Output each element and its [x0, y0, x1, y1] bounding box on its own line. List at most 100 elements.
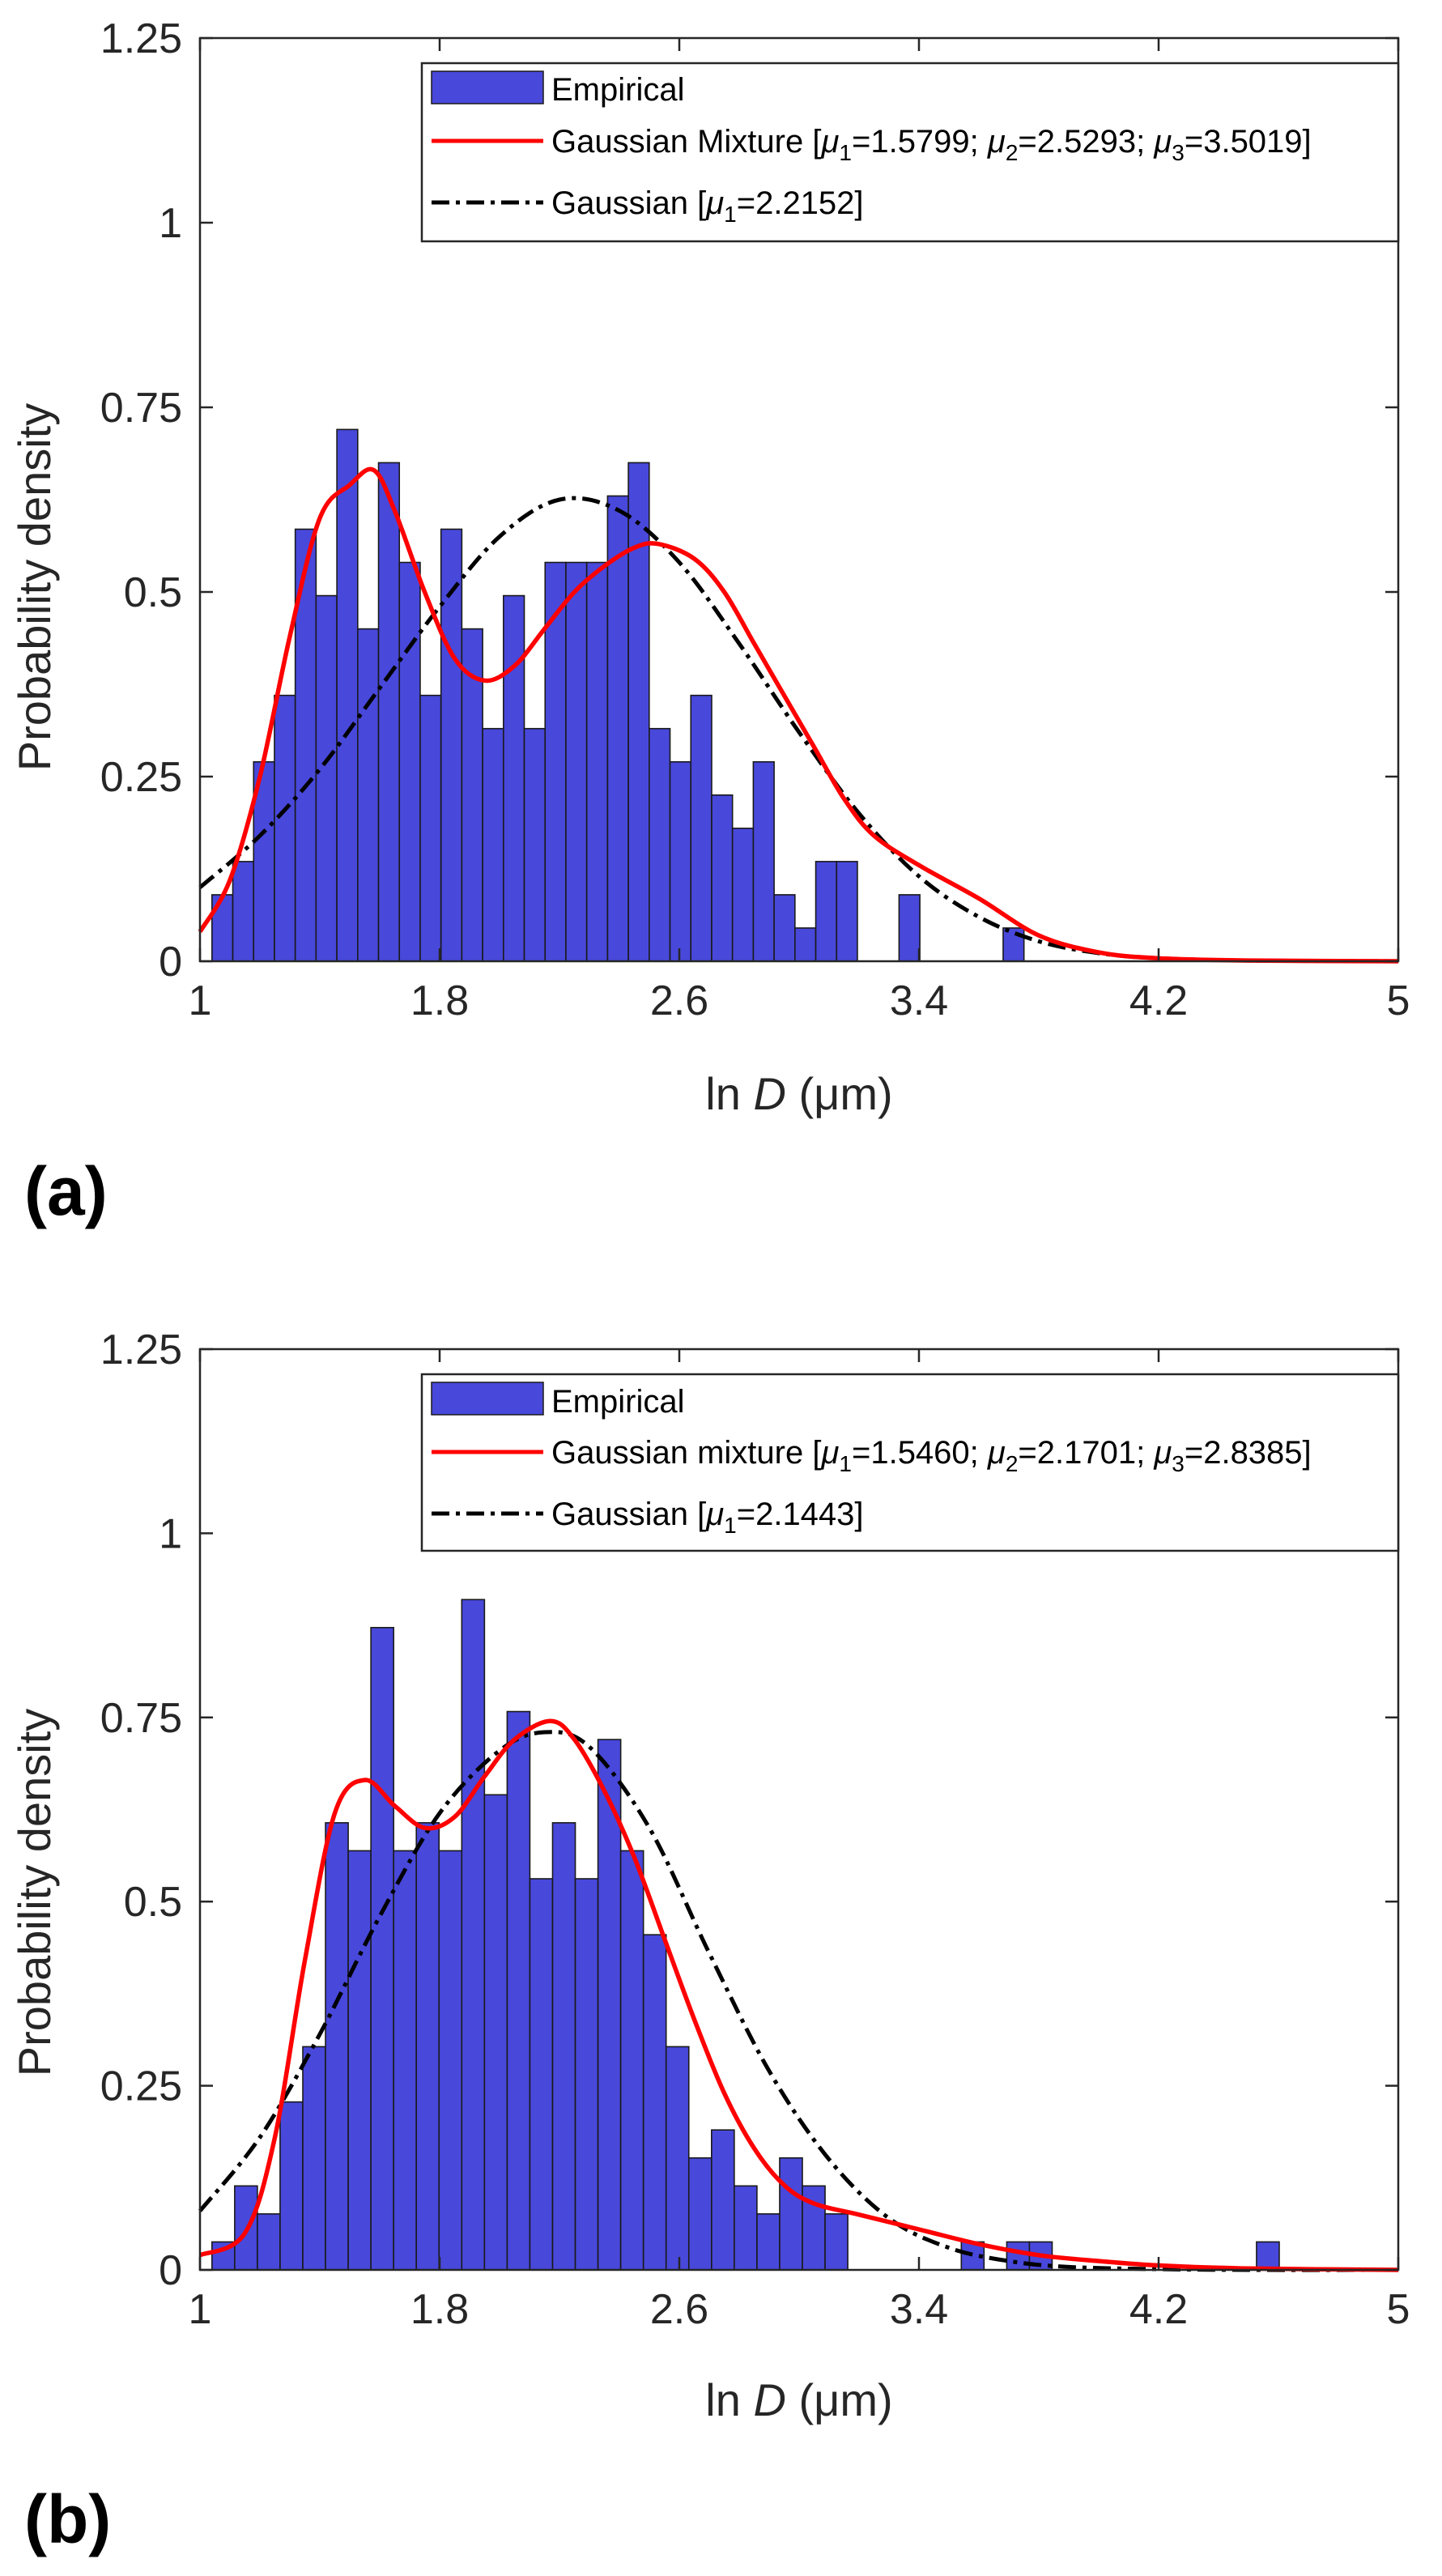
- histogram-bar: [523, 727, 547, 962]
- histogram-bar: [551, 1822, 576, 2271]
- histogram-bar: [506, 1710, 531, 2271]
- legend-empirical-label: Empirical: [551, 72, 684, 108]
- legend-gaussian-label: Gaussian [μ1=2.1443]: [551, 1497, 864, 1538]
- histogram-bar: [377, 462, 401, 962]
- histogram-bar: [606, 495, 629, 962]
- histogram-bar: [779, 2157, 803, 2271]
- axis-ticks: 1 1.8 2.6 3.4 4.2 5 0 0.25 0.5 0.75 1 1.25: [100, 15, 1410, 1024]
- histogram-bar: [773, 894, 796, 962]
- gaussian-mixture-curve: [198, 466, 1399, 964]
- histogram-bar: [824, 2213, 849, 2271]
- y-tick-label: 0.75: [100, 385, 182, 432]
- x-tick-label: 1.8: [410, 2286, 469, 2333]
- x-tick-label: 5: [1387, 977, 1410, 1024]
- histogram-bar: [1256, 2241, 1280, 2271]
- histogram-bar: [419, 694, 442, 962]
- legend: Empirical Gaussian Mixture [μ1=1.5799; μ…: [420, 62, 1400, 243]
- x-tick-label: 5: [1387, 2286, 1410, 2333]
- chart-a: 1 1.8 2.6 3.4 4.2 5 0 0.25 0.5 0.75 1 1.25 Probabil…: [9, 15, 1410, 1229]
- histogram-bar: [711, 2129, 735, 2271]
- legend-empirical-swatch: [431, 1382, 544, 1416]
- histogram-bar: [669, 760, 692, 962]
- histogram-bar: [279, 2101, 304, 2271]
- axes-box: [198, 1348, 1400, 2272]
- y-tick-label: 0.5: [124, 569, 182, 616]
- histogram-bar: [649, 727, 671, 962]
- legend-mixture-label: Gaussian mixture [μ1=1.5460; μ2=2.1701; …: [551, 1435, 1312, 1476]
- x-tick-label: 2.6: [650, 2286, 708, 2333]
- histogram-bar: [393, 1850, 418, 2271]
- histogram-bar: [438, 1850, 463, 2271]
- y-tick-label: 1: [159, 200, 182, 247]
- histogram-bar: [619, 1850, 644, 2271]
- axes-box: [198, 36, 1400, 963]
- histogram-bar: [336, 428, 359, 962]
- histogram-bar: [302, 2046, 326, 2271]
- x-tick-label: 4.2: [1129, 977, 1188, 1024]
- density-curves: [198, 1718, 1399, 2272]
- histogram-bar: [544, 561, 567, 962]
- histogram-bar: [357, 628, 380, 962]
- histogram-bar: [503, 594, 525, 962]
- legend: Empirical Gaussian mixture [μ1=1.5460; μ…: [420, 1373, 1400, 1552]
- histogram-bar: [1006, 2241, 1031, 2271]
- histogram-bar: [574, 1878, 599, 2271]
- x-tick-label: 2.6: [650, 977, 708, 1024]
- gaussian-curve: [198, 1730, 1399, 2272]
- histogram-bar: [756, 2213, 781, 2271]
- legend-gaussian-label: Gaussian [μ1=2.2152]: [551, 185, 864, 227]
- axis-ticks: 1 1.8 2.6 3.4 4.2 5 0 0.25 0.5 0.75 1 1.25: [100, 1326, 1410, 2333]
- histogram-bar: [325, 1822, 349, 2271]
- histogram-bar: [461, 628, 483, 962]
- y-tick-label: 0.75: [100, 1695, 182, 1742]
- histogram-bar: [565, 561, 588, 962]
- x-tick-label: 1: [189, 977, 212, 1024]
- histogram-bar: [665, 2046, 690, 2271]
- histogram-bar: [482, 727, 504, 962]
- histogram-bar: [370, 1627, 394, 2271]
- histogram-bar: [711, 794, 734, 962]
- legend-empirical-label: Empirical: [551, 1384, 684, 1420]
- histogram-bar: [1002, 927, 1025, 962]
- histogram-bar: [211, 2241, 236, 2271]
- histogram-bar: [257, 2213, 281, 2271]
- histogram-bar: [440, 528, 463, 962]
- y-tick-label: 1.25: [100, 15, 182, 62]
- x-axis-label: ln D (μm): [705, 2374, 892, 2425]
- histogram-bar: [347, 1850, 372, 2271]
- histogram-bar: [690, 694, 712, 962]
- histogram-bar: [752, 760, 775, 962]
- histogram-bar: [836, 861, 858, 962]
- legend-empirical-swatch: [431, 70, 544, 104]
- chart-b: 1 1.8 2.6 3.4 4.2 5 0 0.25 0.5 0.75 1 1.25 Probabil…: [9, 1326, 1410, 2557]
- y-tick-label: 0.5: [124, 1879, 182, 1926]
- gaussian-mixture-curve: [198, 1718, 1399, 2272]
- y-tick-label: 1: [159, 1510, 182, 1557]
- density-curves: [198, 466, 1399, 964]
- histogram-bar: [794, 927, 817, 962]
- y-tick-label: 0.25: [100, 2063, 182, 2110]
- histogram-bars: [211, 1599, 1280, 2271]
- histogram-bar: [315, 594, 338, 962]
- histogram-bar: [398, 561, 421, 962]
- histogram-bar: [529, 1878, 554, 2271]
- histogram-bar: [461, 1599, 486, 2271]
- panel-label-a: (a): [24, 1153, 108, 1229]
- histogram-bar: [415, 1822, 440, 2271]
- histogram-bar: [687, 2157, 712, 2271]
- x-tick-label: 1: [189, 2286, 212, 2333]
- x-axis-label: ln D (μm): [705, 1068, 892, 1119]
- histogram-bar: [274, 694, 296, 962]
- histogram-bar: [585, 561, 609, 962]
- y-tick-label: 1.25: [100, 1326, 182, 1373]
- x-tick-label: 3.4: [890, 977, 948, 1024]
- y-tick-label: 0: [159, 939, 182, 986]
- histogram-bar: [232, 861, 255, 962]
- x-tick-label: 4.2: [1129, 2286, 1188, 2333]
- histogram-bar: [642, 1934, 667, 2271]
- y-axis-label: Probability density: [9, 403, 60, 771]
- histogram-bar: [731, 828, 755, 962]
- panel-label-b: (b): [24, 2481, 111, 2557]
- legend-mixture-label: Gaussian Mixture [μ1=1.5799; μ2=2.5293; …: [551, 124, 1312, 165]
